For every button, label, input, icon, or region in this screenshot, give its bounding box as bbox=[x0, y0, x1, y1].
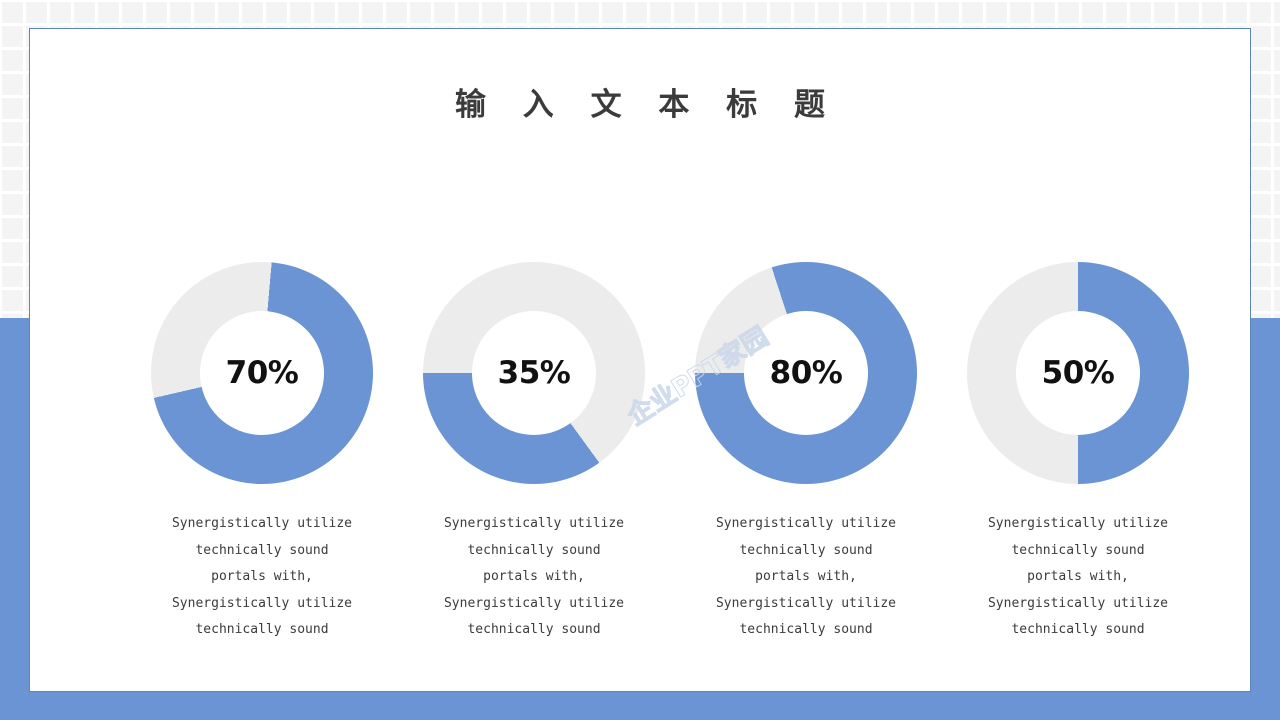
caption-3: Synergistically utilize technically soun… bbox=[688, 511, 924, 644]
donut-chart-2[interactable]: 35% bbox=[423, 262, 645, 484]
donut-value-label-3: 80% bbox=[769, 355, 843, 391]
caption-2: Synergistically utilize technically soun… bbox=[416, 511, 652, 644]
caption-line: Synergistically utilize bbox=[715, 516, 896, 531]
captions-row: Synergistically utilize technically soun… bbox=[59, 511, 1280, 651]
page-title: 输 入 文 本 标 题 bbox=[455, 87, 838, 123]
caption-line: technically sound bbox=[195, 542, 329, 558]
caption-line: portals with, bbox=[211, 569, 313, 584]
caption-line: Synergistically utilize bbox=[443, 595, 624, 611]
caption-line: technically sound bbox=[739, 622, 873, 637]
caption-line: Synergistically utilize bbox=[171, 516, 352, 531]
donut-value-label-2: 35% bbox=[497, 355, 571, 391]
donut-center-1: 70% bbox=[200, 311, 324, 435]
donut-center-2: 35% bbox=[472, 311, 596, 435]
donut-center-4: 50% bbox=[1016, 311, 1140, 435]
caption-line: technically sound bbox=[1011, 542, 1145, 558]
caption-line: technically sound bbox=[467, 542, 601, 558]
caption-line: technically sound bbox=[1011, 622, 1145, 637]
caption-line: Synergistically utilize bbox=[443, 516, 624, 531]
donut-value-label-1: 70% bbox=[225, 355, 299, 391]
caption-line: Synergistically utilize bbox=[987, 595, 1168, 611]
donut-ring-2: 35% bbox=[423, 262, 645, 484]
caption-line: portals with, bbox=[1027, 569, 1129, 584]
donut-charts-row: 70% 35% 80% bbox=[59, 262, 1280, 492]
caption-line: Synergistically utilize bbox=[171, 595, 352, 611]
donut-value-label-4: 50% bbox=[1041, 355, 1115, 391]
caption-1: Synergistically utilize technically soun… bbox=[144, 511, 380, 644]
donut-chart-4[interactable]: 50% bbox=[967, 262, 1189, 484]
caption-line: portals with, bbox=[755, 569, 857, 584]
caption-line: Synergistically utilize bbox=[715, 595, 896, 611]
slide-content-card: 输 入 文 本 标 题 70% 35% 80% bbox=[29, 28, 1251, 692]
donut-chart-1[interactable]: 70% bbox=[151, 262, 373, 484]
caption-line: Synergistically utilize bbox=[987, 516, 1168, 531]
caption-line: technically sound bbox=[195, 622, 329, 637]
donut-ring-1: 70% bbox=[151, 262, 373, 484]
donut-center-3: 80% bbox=[744, 311, 868, 435]
donut-chart-3[interactable]: 80% bbox=[695, 262, 917, 484]
donut-ring-4: 50% bbox=[967, 262, 1189, 484]
caption-4: Synergistically utilize technically soun… bbox=[960, 511, 1196, 644]
caption-line: portals with, bbox=[483, 569, 585, 584]
donut-ring-3: 80% bbox=[695, 262, 917, 484]
caption-line: technically sound bbox=[739, 542, 873, 558]
caption-line: technically sound bbox=[467, 622, 601, 637]
